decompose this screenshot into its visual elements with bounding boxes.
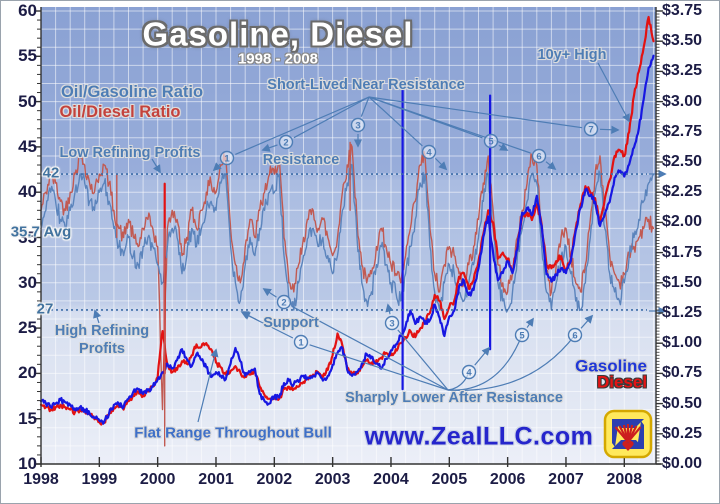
resistance-touch-marker-2: 2 [278, 134, 294, 150]
zeal-logo [603, 409, 653, 459]
decline-marker-5: 5 [514, 327, 530, 343]
svg-text:5: 5 [519, 330, 525, 341]
high-refining-pointer [93, 309, 102, 324]
decline-marker-3: 3 [384, 315, 400, 331]
svg-text:1: 1 [298, 337, 304, 348]
resistance-touch-marker-3: 3 [350, 117, 366, 133]
resistance-touch-marker-1: 1 [219, 150, 235, 166]
series-oil-diesel-ratio [40, 143, 655, 411]
series-gasoline [39, 54, 655, 425]
svg-text:1: 1 [224, 153, 230, 164]
svg-text:4: 4 [466, 367, 472, 378]
decline-marker-4: 4 [461, 364, 477, 380]
svg-text:3: 3 [355, 120, 360, 131]
svg-text:5: 5 [488, 136, 494, 147]
callout-arrows [93, 62, 667, 423]
svg-text:6: 6 [536, 151, 541, 162]
svg-text:7: 7 [588, 124, 593, 135]
decline-marker-1: 1 [293, 334, 309, 350]
resistance-touch-marker-7: 7 [583, 121, 599, 137]
resistance-touch-marker-5: 5 [483, 133, 499, 149]
decline-marker-6: 6 [567, 327, 583, 343]
resistance-touch-marker-6: 6 [531, 148, 547, 164]
svg-text:6: 6 [572, 330, 577, 341]
axes [34, 7, 663, 467]
svg-text:4: 4 [426, 147, 432, 158]
support-pointer [240, 311, 260, 322]
low-refining-pointer [151, 158, 161, 174]
flat-range-pointer [197, 348, 219, 423]
resistance-touch-marker-4: 4 [421, 144, 437, 160]
decline-marker-2: 2 [276, 294, 292, 310]
svg-text:2: 2 [283, 137, 288, 148]
ten-year-high-pointer [597, 62, 630, 123]
svg-text:2: 2 [281, 297, 286, 308]
svg-text:3: 3 [389, 318, 394, 329]
